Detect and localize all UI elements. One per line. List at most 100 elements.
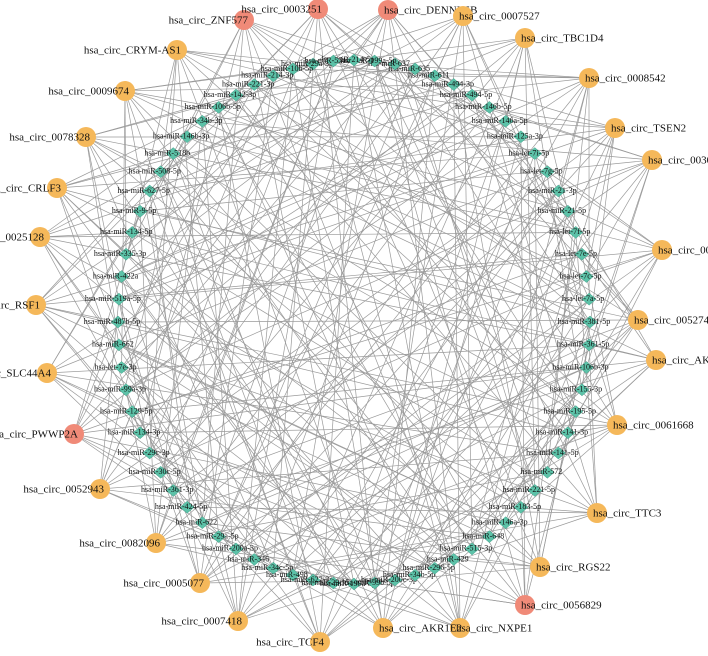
- circ-label: hsa_circ_0007527: [459, 11, 540, 23]
- circ-label: hsa_circ_0078328: [9, 132, 90, 144]
- circ-label: hsa_circ_0003251: [241, 4, 322, 16]
- edge: [39, 236, 274, 569]
- mirna-node: [560, 426, 576, 440]
- edge: [46, 372, 435, 569]
- mirna-node: [387, 57, 403, 71]
- edge: [35, 304, 568, 434]
- circ-label: hsa_circ_CRYM-AS1: [84, 45, 181, 57]
- mirna-label: hsa-miR-627-3p: [281, 575, 333, 584]
- mirna-node: [550, 446, 566, 460]
- mirna-node: [211, 530, 227, 543]
- edge: [56, 187, 569, 434]
- mirna-node: [246, 78, 262, 91]
- edge: [73, 84, 255, 435]
- mirna-node: [539, 465, 555, 479]
- circ-node: [37, 363, 57, 383]
- mirna-node: [367, 576, 382, 590]
- circ-node: [190, 573, 210, 593]
- edge: [459, 321, 591, 629]
- mirna-node: [228, 88, 244, 102]
- mirna-label: hsa-miR-361-3p: [141, 485, 193, 494]
- edge: [394, 171, 548, 581]
- mirna-node: [574, 383, 590, 397]
- mirna-label: hsa-miR-361-5p: [557, 340, 609, 349]
- edge: [459, 490, 536, 629]
- circ-node: [515, 595, 535, 615]
- mirna-label: hsa-miR-134-5p: [100, 227, 152, 236]
- mirna-node: [560, 204, 576, 218]
- circ-node: [308, 0, 328, 19]
- edge: [121, 77, 590, 277]
- edge: [520, 136, 526, 606]
- mirna-label: hsa-miR-424-5p: [155, 502, 207, 511]
- edge: [35, 253, 582, 306]
- mirna-node: [114, 361, 129, 374]
- mirna-label: hsa-miR-9-5p: [112, 206, 156, 215]
- circ-label: hsa_circ_0007418: [161, 616, 242, 628]
- mirna-node: [446, 553, 462, 566]
- edge: [202, 120, 653, 161]
- edge: [124, 90, 591, 323]
- circ-label: hsa_circ_TTC3: [593, 508, 662, 520]
- mirna-label: hsa-miR-21-3p: [528, 186, 576, 195]
- edge: [121, 49, 178, 277]
- edge: [46, 372, 188, 508]
- mirna-label: hsa-miR-199a-5p: [341, 56, 397, 65]
- edge: [35, 304, 119, 323]
- edge: [394, 63, 639, 321]
- edge: [99, 276, 587, 490]
- mirna-node: [581, 338, 597, 352]
- mirna-node: [550, 184, 566, 198]
- circ-label: hsa_circ_0030430: [648, 155, 708, 167]
- circ-node: [90, 479, 110, 499]
- edge: [121, 276, 384, 629]
- edge: [235, 127, 616, 550]
- mirna-node: [124, 226, 140, 239]
- edge: [586, 159, 653, 368]
- edge: [155, 542, 314, 581]
- edge: [589, 344, 657, 361]
- circ-node: [373, 618, 393, 638]
- edge: [132, 249, 663, 412]
- edge: [202, 522, 541, 568]
- edge: [586, 319, 639, 368]
- mirna-label: hsa-miR-662: [92, 340, 134, 349]
- mirna-node: [153, 465, 169, 479]
- circ-label: hsa_circ_TBC1D4: [521, 33, 604, 45]
- mirna-node: [142, 184, 158, 198]
- edges: [35, 8, 663, 643]
- mirna-node: [498, 114, 514, 128]
- edge: [434, 75, 590, 79]
- edge: [118, 299, 201, 584]
- edge: [382, 136, 522, 629]
- edge: [353, 424, 618, 585]
- mirna-label: hsa-miR-29a-5p: [187, 531, 239, 540]
- mirna-node: [387, 573, 403, 587]
- edge: [118, 344, 598, 514]
- edge: [353, 566, 541, 585]
- edge: [155, 471, 548, 544]
- edge: [160, 63, 314, 473]
- edge: [201, 121, 239, 622]
- circ-label: hsa_circ_0056829: [521, 600, 602, 612]
- edge: [160, 127, 616, 473]
- mirna-label: hsa-miR-155-3p: [550, 385, 602, 394]
- mirna-node: [513, 130, 529, 144]
- edge: [292, 574, 461, 629]
- edge: [85, 136, 274, 569]
- mirna-label: hsa-miR-183-5p: [489, 502, 541, 511]
- edge: [243, 19, 454, 85]
- edge: [317, 8, 375, 62]
- edge: [218, 107, 461, 629]
- edge: [121, 15, 464, 277]
- edge: [99, 452, 559, 490]
- edge: [588, 344, 598, 514]
- circ-node: [146, 533, 166, 553]
- mirna-node: [464, 542, 480, 556]
- mirna-label: hsa-miR-125a-3p: [487, 132, 543, 141]
- mirna-label: hsa-miR-199a-3p: [320, 579, 376, 588]
- edge: [505, 120, 616, 129]
- mirna-label: hsa-miR-141-5p: [526, 448, 578, 457]
- mirna-node: [111, 292, 127, 306]
- mirna-label: hsa-miR-146b-3p: [153, 132, 209, 141]
